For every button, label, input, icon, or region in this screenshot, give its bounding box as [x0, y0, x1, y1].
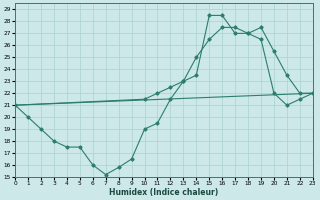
X-axis label: Humidex (Indice chaleur): Humidex (Indice chaleur) — [109, 188, 219, 197]
